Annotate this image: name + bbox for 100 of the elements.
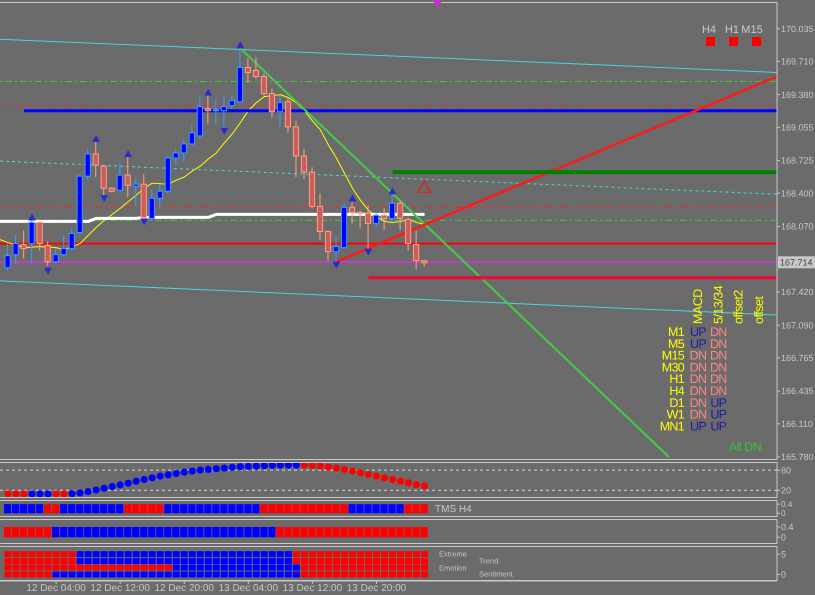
- point: [36, 564, 44, 571]
- point: [348, 564, 356, 571]
- point: [316, 462, 324, 470]
- text: DN: [690, 408, 706, 422]
- point: [108, 551, 116, 558]
- ref-line-label: 167.714: [780, 257, 813, 268]
- y-tick-label: 20: [781, 485, 792, 496]
- point: [372, 564, 380, 571]
- text: DN: [710, 360, 727, 374]
- point: [44, 564, 52, 571]
- annotation: All DN: [728, 440, 762, 454]
- text: DN: [690, 360, 706, 374]
- point: [236, 571, 244, 578]
- point: [108, 482, 116, 490]
- point: [4, 490, 12, 498]
- point: [389, 564, 396, 571]
- point: [68, 571, 76, 578]
- x-tick-label: 12 Dec 12:00: [90, 583, 150, 594]
- category-label: M1: [668, 325, 684, 339]
- point: [76, 571, 84, 578]
- point: [132, 564, 140, 571]
- point: [196, 558, 204, 564]
- point: [124, 551, 132, 558]
- point: [20, 490, 28, 498]
- category-label: H1: [669, 372, 684, 386]
- candlestick: [380, 208, 388, 231]
- point: [140, 558, 148, 564]
- point: [100, 484, 108, 492]
- point: [348, 467, 356, 475]
- point: [156, 551, 164, 558]
- point: [364, 470, 372, 478]
- point: [164, 471, 172, 478]
- category-label: M30: [662, 360, 684, 374]
- candlestick: [12, 234, 19, 264]
- x-tick-label: 12 Dec 20:00: [154, 583, 214, 594]
- y-tick-label: 166.435: [781, 386, 814, 396]
- category-label: MN1: [660, 419, 684, 434]
- point: [180, 571, 188, 578]
- point: [292, 571, 300, 578]
- point: [164, 551, 172, 558]
- x-tick-label: 12 Dec 04:00: [26, 583, 86, 594]
- candlestick: [4, 243, 11, 272]
- point: [164, 558, 172, 564]
- y-tick-label: 165.780: [781, 452, 814, 462]
- point: [68, 564, 76, 571]
- point: [36, 490, 44, 498]
- point: [180, 551, 188, 558]
- point: [124, 564, 132, 571]
- point: [140, 564, 148, 571]
- candlestick: [389, 194, 396, 221]
- point: [172, 558, 180, 564]
- point: [276, 551, 284, 558]
- text: DN: [690, 372, 706, 386]
- point: [28, 564, 36, 571]
- y-tick-label: 166.110: [781, 418, 813, 429]
- candlestick: [252, 56, 260, 79]
- point: [244, 558, 252, 564]
- point: [148, 571, 156, 578]
- point: [316, 564, 324, 571]
- y-tick-label: 0: [781, 570, 786, 580]
- point: [132, 571, 140, 578]
- y-tick-label: 167.420: [781, 287, 814, 298]
- candlestick: [260, 72, 268, 96]
- point: [204, 466, 212, 473]
- point: [12, 490, 20, 498]
- point: [92, 551, 100, 558]
- candlestick: [397, 200, 404, 231]
- point: [220, 558, 228, 564]
- point: [4, 564, 12, 571]
- point: [196, 466, 204, 474]
- y-tick-label: 169.380: [781, 90, 814, 100]
- point: [324, 564, 332, 571]
- y-tick-label: 0.4: [781, 500, 793, 510]
- text: DN: [690, 348, 706, 363]
- point: [413, 564, 420, 571]
- category-label: MACD: [691, 288, 705, 324]
- candlestick: [348, 202, 356, 224]
- point: [84, 571, 92, 578]
- point: [52, 564, 60, 571]
- point: [236, 463, 244, 470]
- point: [100, 564, 108, 571]
- category-label: offset2: [732, 290, 746, 324]
- point: [20, 564, 28, 571]
- point: [124, 571, 132, 578]
- y-tick-label: 166.765: [781, 353, 814, 364]
- point: [220, 571, 228, 578]
- point: [324, 463, 332, 471]
- category-label: 5/13/34: [711, 285, 726, 324]
- point: [220, 464, 228, 472]
- point: [148, 558, 156, 564]
- candlestick: [116, 162, 123, 192]
- point: [332, 464, 340, 472]
- chart-title: TMS H4: [434, 503, 472, 514]
- point: [405, 564, 412, 571]
- point: [356, 564, 364, 571]
- point: [92, 571, 100, 578]
- point: [196, 571, 204, 578]
- y-tick-label: 170.035: [781, 24, 814, 34]
- point: [132, 558, 140, 564]
- point: [308, 462, 316, 469]
